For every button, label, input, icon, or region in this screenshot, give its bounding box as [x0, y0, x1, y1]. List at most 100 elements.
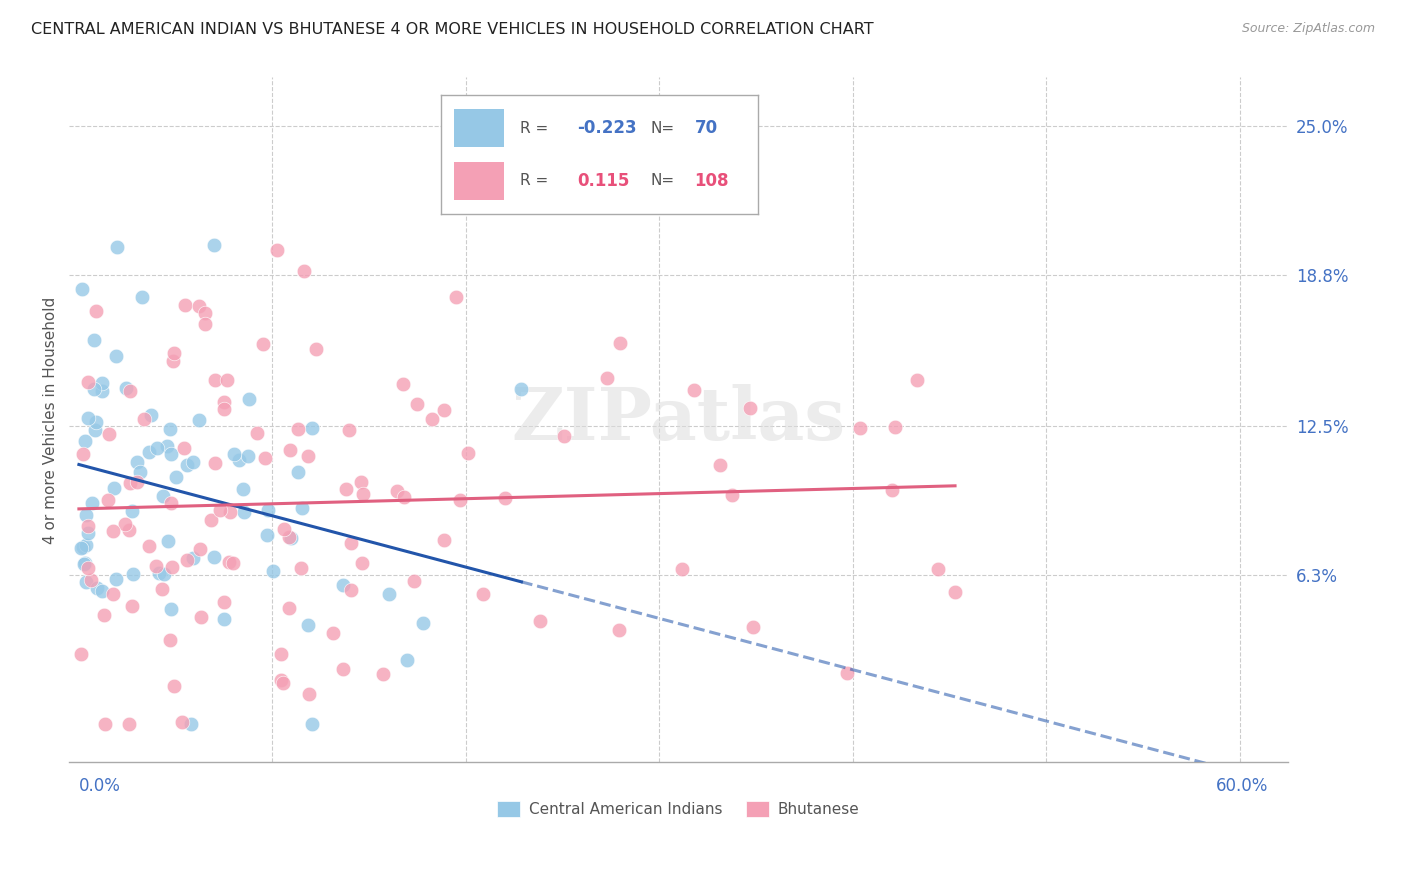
Point: [121, 566, 143, 581]
Point: [271, 676, 294, 690]
Point: [118, 717, 141, 731]
Point: [156, 439, 179, 453]
Point: [232, 482, 254, 496]
Point: [160, 446, 183, 460]
Point: [266, 243, 288, 257]
Text: 60.0%: 60.0%: [1216, 777, 1268, 795]
Point: [115, 381, 138, 395]
Point: [98, 426, 121, 441]
Point: [212, 395, 235, 409]
Point: [82, 496, 104, 510]
Point: [905, 373, 928, 387]
Point: [228, 452, 250, 467]
Point: [262, 565, 284, 579]
Point: [287, 465, 309, 479]
Point: [83, 333, 105, 347]
Point: [446, 290, 468, 304]
Point: [291, 500, 314, 515]
Point: [301, 717, 323, 731]
Point: [75, 556, 97, 570]
Point: [287, 422, 309, 436]
Point: [510, 382, 533, 396]
Point: [741, 620, 763, 634]
Point: [129, 465, 152, 479]
Point: [173, 441, 195, 455]
Point: [84, 303, 107, 318]
Point: [188, 413, 211, 427]
Point: [352, 487, 374, 501]
Point: [219, 505, 242, 519]
Point: [721, 488, 744, 502]
Point: [194, 317, 217, 331]
Point: [97, 493, 120, 508]
Legend: Central American Indians, Bhutanese: Central American Indians, Bhutanese: [491, 795, 866, 823]
Point: [104, 349, 127, 363]
Point: [280, 531, 302, 545]
Point: [209, 503, 232, 517]
Point: [212, 612, 235, 626]
Point: [94, 717, 117, 731]
Point: [83, 383, 105, 397]
Point: [121, 599, 143, 614]
Point: [73, 557, 96, 571]
Point: [301, 421, 323, 435]
Point: [270, 647, 292, 661]
Point: [138, 539, 160, 553]
Point: [121, 504, 143, 518]
Point: [125, 475, 148, 489]
Point: [165, 470, 187, 484]
Point: [529, 614, 551, 628]
Point: [146, 441, 169, 455]
Point: [93, 607, 115, 622]
Point: [278, 530, 301, 544]
Point: [204, 457, 226, 471]
Point: [927, 562, 949, 576]
Point: [297, 449, 319, 463]
Point: [682, 384, 704, 398]
Point: [101, 586, 124, 600]
Point: [402, 574, 425, 589]
Point: [339, 536, 361, 550]
Point: [125, 455, 148, 469]
Point: [77, 561, 100, 575]
Point: [371, 667, 394, 681]
Point: [943, 585, 966, 599]
Point: [90, 384, 112, 399]
Point: [72, 540, 94, 554]
Point: [607, 624, 630, 638]
Point: [77, 525, 100, 540]
Point: [236, 449, 259, 463]
Point: [69, 541, 91, 555]
Point: [103, 524, 125, 538]
Point: [91, 583, 114, 598]
Point: [671, 562, 693, 576]
Point: [378, 587, 401, 601]
Point: [118, 384, 141, 398]
Point: [396, 653, 419, 667]
Point: [246, 426, 269, 441]
Point: [472, 587, 495, 601]
Point: [159, 422, 181, 436]
Point: [238, 392, 260, 407]
Point: [290, 561, 312, 575]
Point: [105, 572, 128, 586]
Point: [117, 523, 139, 537]
Point: [188, 542, 211, 557]
Point: [256, 527, 278, 541]
Point: [278, 601, 301, 615]
Point: [297, 618, 319, 632]
Text: Source: ZipAtlas.com: Source: ZipAtlas.com: [1241, 22, 1375, 36]
Point: [163, 346, 186, 360]
Point: [86, 581, 108, 595]
Point: [392, 491, 415, 505]
Point: [157, 533, 180, 548]
Point: [138, 445, 160, 459]
Point: [298, 687, 321, 701]
Y-axis label: 4 or more Vehicles in Household: 4 or more Vehicles in Household: [44, 296, 58, 543]
Point: [73, 434, 96, 448]
Point: [202, 549, 225, 564]
Point: [595, 371, 617, 385]
Point: [72, 447, 94, 461]
Point: [183, 455, 205, 469]
Point: [212, 595, 235, 609]
